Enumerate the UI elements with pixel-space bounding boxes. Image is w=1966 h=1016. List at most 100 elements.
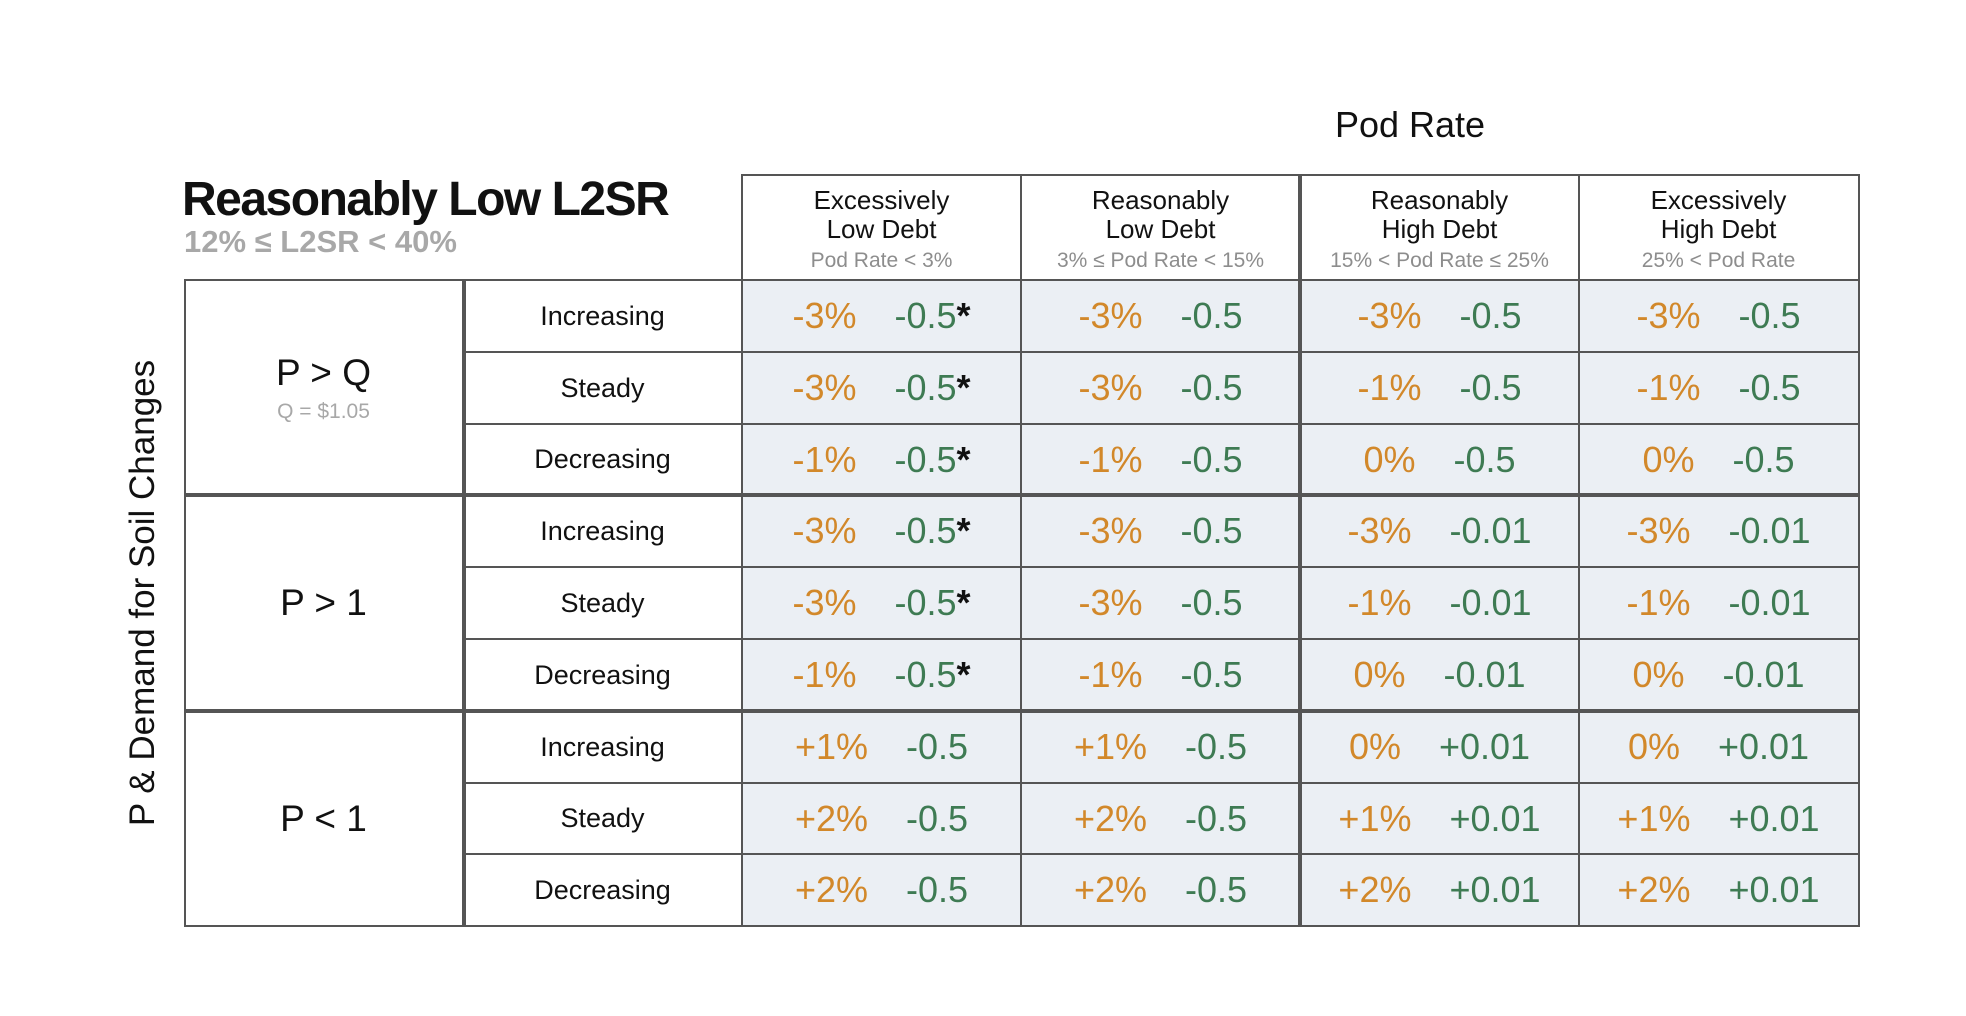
- pct-change: -3%: [1078, 510, 1143, 551]
- table-cell: +2% -0.5: [1021, 783, 1300, 854]
- column-header: Reasonably High Debt 15% < Pod Rate ≤ 25%: [1300, 174, 1579, 280]
- adjustment-value: +0.01: [1728, 869, 1820, 910]
- table-cell: -3% -0.5*: [742, 280, 1021, 352]
- column-divider: [1020, 174, 1022, 927]
- row-divider: [463, 423, 1860, 425]
- adjustment-value: -0.5: [906, 869, 969, 910]
- pct-change: -1%: [1636, 367, 1701, 408]
- adjustment-value: -0.5: [1738, 295, 1801, 336]
- pct-change: -3%: [1636, 295, 1701, 336]
- row-divider: [463, 638, 1860, 640]
- row-group-label: P > Q Q = $1.05: [184, 280, 463, 495]
- adjustment-value: -0.5*: [894, 654, 971, 695]
- table-title: Reasonably Low L2SR: [182, 173, 670, 226]
- adjustment-value: -0.5*: [894, 295, 971, 336]
- asterisk-marker: *: [956, 438, 971, 480]
- adjustment-value: -0.5: [1180, 295, 1243, 336]
- pct-change: -3%: [1078, 367, 1143, 408]
- asterisk-marker: *: [956, 295, 971, 336]
- pct-change: +1%: [1073, 726, 1147, 767]
- asterisk-marker: *: [956, 654, 971, 695]
- pct-change: -3%: [1078, 295, 1143, 336]
- pct-change: -1%: [1347, 582, 1412, 623]
- table-cell: +1% +0.01: [1300, 783, 1579, 854]
- adjustment-value: -0.5: [1459, 367, 1522, 408]
- adjustment-value: -0.5: [1180, 654, 1243, 695]
- column-header-line1: Reasonably: [1370, 185, 1509, 215]
- table-cell: 0% -0.5: [1579, 424, 1858, 495]
- pct-change: +2%: [794, 869, 868, 910]
- row-trend-label: Increasing: [540, 300, 665, 331]
- row-divider: [463, 782, 1860, 784]
- table-cell: 0% -0.01: [1300, 639, 1579, 711]
- table-cell: -3% -0.5*: [742, 495, 1021, 567]
- pct-change: +2%: [1338, 869, 1412, 910]
- pct-change: -1%: [1078, 438, 1143, 480]
- column-header: Excessively High Debt 25% < Pod Rate: [1579, 174, 1858, 280]
- table-cell: -1% -0.5*: [742, 639, 1021, 711]
- adjustment-value: -0.5: [906, 726, 969, 767]
- adjustment-value: +0.01: [1449, 869, 1541, 910]
- adjustment-value: -0.5: [1185, 869, 1248, 910]
- table-cell: -1% -0.01: [1300, 567, 1579, 639]
- table-cell: -3% -0.5: [1021, 280, 1300, 352]
- column-divider: [462, 280, 466, 926]
- adjustment-value: -0.01: [1449, 510, 1532, 551]
- table-cell: -3% -0.5: [1021, 352, 1300, 424]
- table-bottom-border: [184, 925, 1860, 927]
- pct-change: 0%: [1627, 726, 1680, 767]
- column-divider: [1578, 174, 1580, 927]
- table-cell: +2% +0.01: [1300, 854, 1579, 926]
- adjustment-value: -0.5*: [894, 367, 971, 408]
- row-group-label: P > 1: [184, 495, 463, 711]
- adjustment-value: -0.01: [1443, 654, 1526, 695]
- table-cell: -3% -0.01: [1579, 495, 1858, 567]
- pct-change: -1%: [1078, 654, 1143, 695]
- adjustment-value: -0.5*: [894, 582, 971, 623]
- pct-change: +2%: [1617, 869, 1691, 910]
- pct-change: 0%: [1348, 726, 1401, 767]
- column-header-line2: Low Debt: [1105, 214, 1216, 244]
- adjustment-value: -0.5*: [894, 510, 971, 551]
- adjustment-value: -0.01: [1728, 510, 1811, 551]
- pct-change: -1%: [792, 654, 857, 695]
- pct-change: -3%: [1078, 582, 1143, 623]
- adjustment-value: -0.5: [906, 797, 969, 839]
- adjustment-value: +0.01: [1449, 797, 1541, 839]
- pct-change: -3%: [1347, 510, 1412, 551]
- header-bottom-border: [184, 279, 1860, 281]
- pct-change: 0%: [1632, 654, 1685, 695]
- column-header: Excessively Low Debt Pod Rate < 3%: [742, 174, 1021, 280]
- table-cell: -1% -0.5: [1579, 352, 1858, 424]
- column-header-line2: High Debt: [1660, 214, 1777, 244]
- column-header-range: 25% < Pod Rate: [1641, 249, 1796, 272]
- table-cell: -1% -0.5: [1021, 639, 1300, 711]
- row-divider: [463, 566, 1860, 568]
- adjustment-value: -0.5: [1180, 367, 1243, 408]
- row-trend-label: Steady: [560, 372, 645, 403]
- row-trend-label: Decreasing: [534, 444, 671, 474]
- asterisk-marker: *: [956, 367, 971, 408]
- table-cell: -1% -0.5: [1021, 424, 1300, 495]
- asterisk-marker: *: [956, 582, 971, 623]
- table-cell: -3% -0.5: [1579, 280, 1858, 352]
- pct-change: -3%: [792, 510, 857, 551]
- table-cell: -3% -0.5*: [742, 567, 1021, 639]
- pct-change: +1%: [1617, 797, 1691, 839]
- adjustment-value: +0.01: [1717, 726, 1810, 767]
- table-cell: -3% -0.5: [1021, 495, 1300, 567]
- table-cell: 0% -0.5: [1300, 424, 1579, 495]
- pct-change: 0%: [1363, 438, 1416, 480]
- adjustment-value: -0.5: [1180, 510, 1243, 551]
- table-cell: +2% -0.5: [742, 854, 1021, 926]
- adjustment-value: -0.01: [1449, 582, 1532, 623]
- row-trend-label: Decreasing: [534, 659, 671, 690]
- table-cell: +2% +0.01: [1579, 854, 1858, 926]
- row-group-condition: P < 1: [280, 797, 367, 839]
- row-group-note: Q = $1.05: [277, 399, 370, 423]
- row-trend-label: Steady: [560, 803, 645, 833]
- pct-change: +1%: [1338, 797, 1412, 839]
- pct-change: -1%: [1626, 582, 1691, 623]
- table-cell: -3% -0.5: [1300, 280, 1579, 352]
- adjustment-value: -0.5: [1180, 582, 1243, 623]
